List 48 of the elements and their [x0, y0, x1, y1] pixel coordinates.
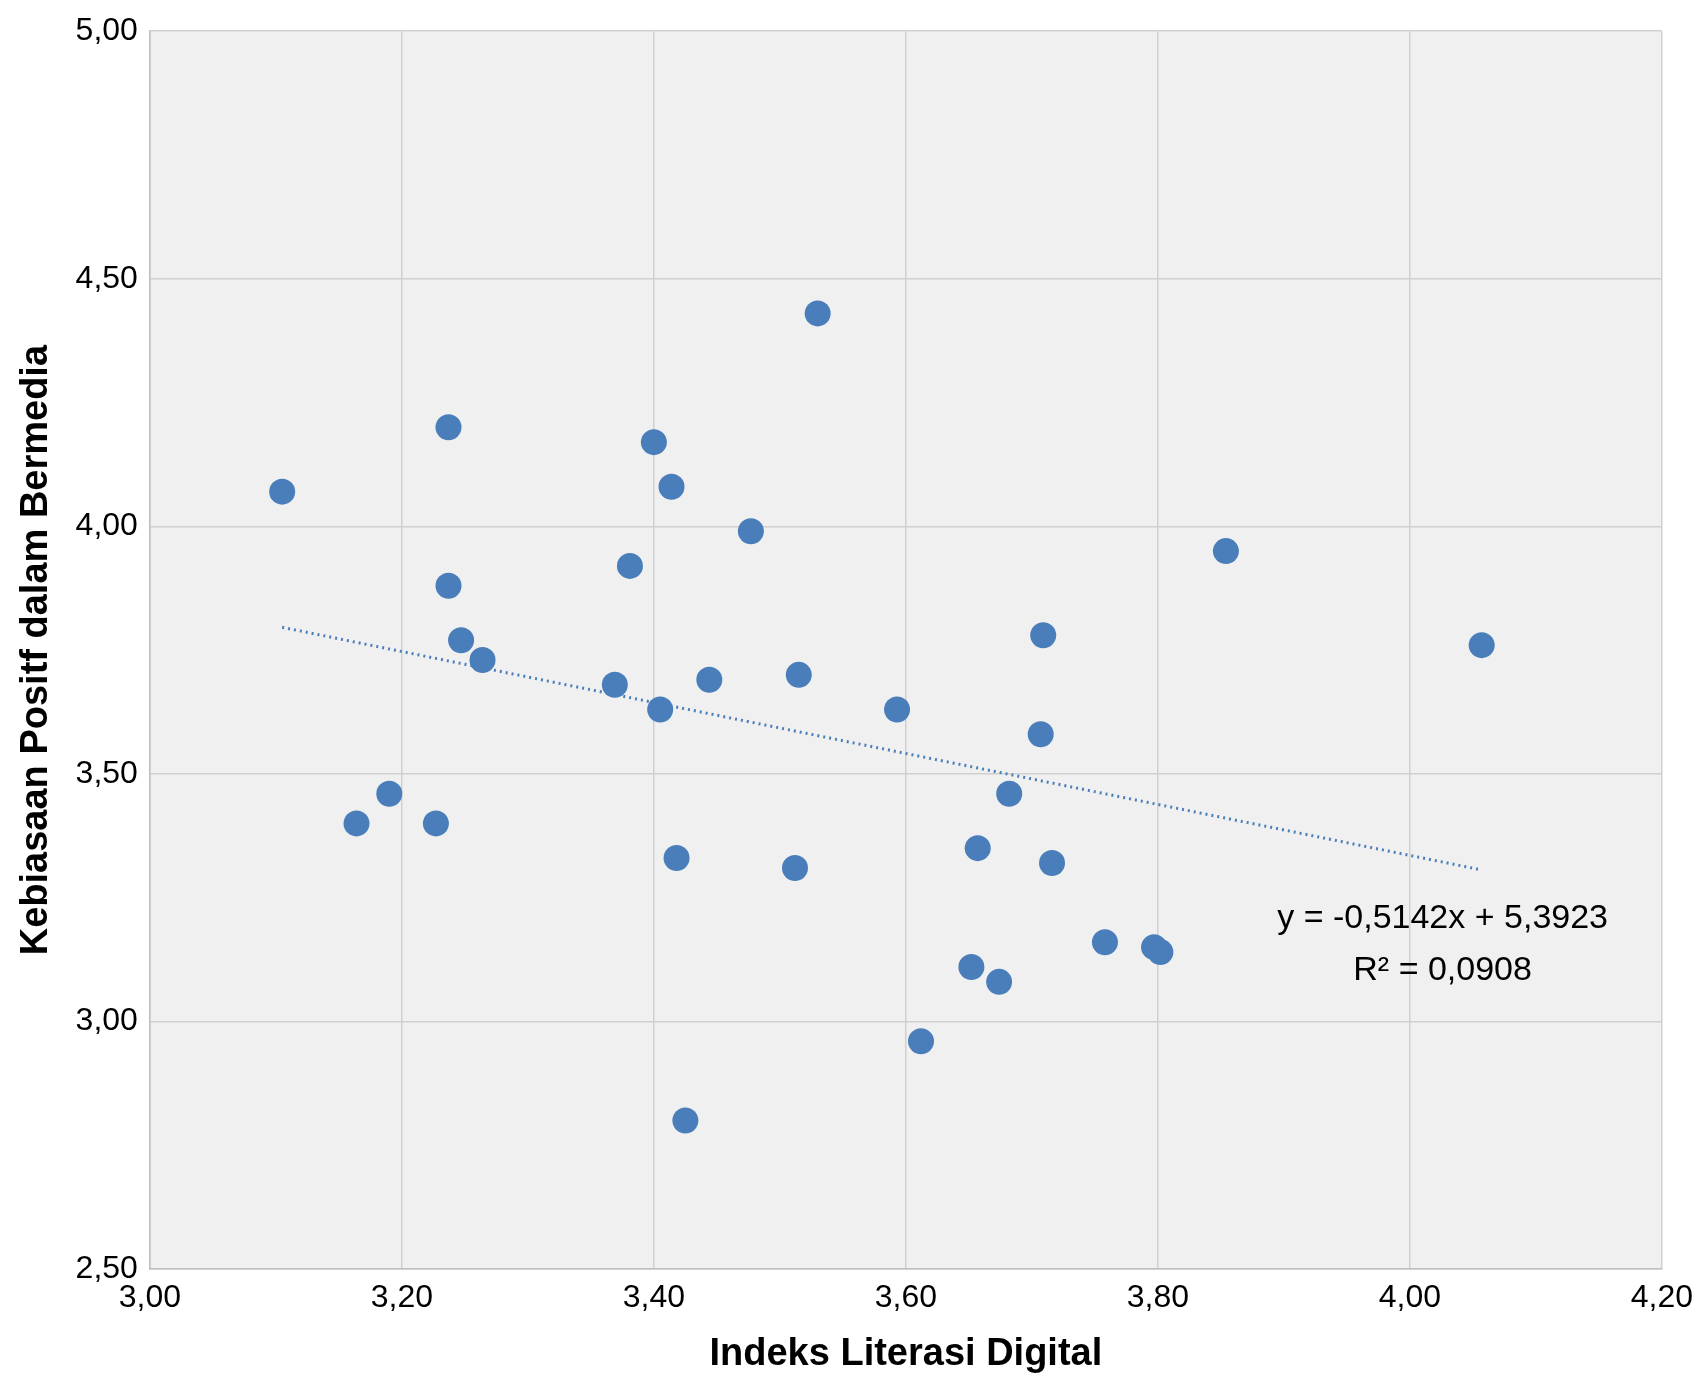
point — [1027, 721, 1054, 748]
point — [884, 696, 911, 723]
point — [663, 845, 690, 872]
point — [640, 429, 667, 456]
point — [672, 1107, 699, 1134]
x-tick-label: 4,00 — [1378, 1278, 1441, 1315]
y-tick-label: 5,00 — [75, 11, 138, 48]
point — [696, 666, 723, 693]
point — [601, 671, 628, 698]
point — [343, 810, 370, 837]
point — [269, 478, 296, 505]
x-tick-label: 3,80 — [1126, 1278, 1190, 1315]
point — [804, 300, 831, 327]
point — [964, 835, 991, 862]
point — [1039, 850, 1066, 876]
annotation: y = -0,5142x + 5,3923 — [1277, 897, 1609, 936]
point — [781, 854, 808, 881]
x-axis-title: Indeks Literasi Digital — [709, 1330, 1103, 1373]
annotation: R² = 0,0908 — [1353, 949, 1532, 988]
point — [422, 810, 449, 837]
y-tick-label: 4,00 — [75, 506, 138, 543]
x-tick-label: 4,20 — [1630, 1278, 1693, 1315]
point — [1091, 929, 1118, 956]
x-tick-label: 3,40 — [622, 1278, 686, 1315]
point — [469, 647, 496, 673]
point — [737, 518, 764, 545]
x-tick-label: 3,60 — [874, 1278, 938, 1315]
point — [907, 1028, 934, 1055]
point — [986, 968, 1013, 995]
point — [435, 572, 462, 599]
y-tick-label: 4,50 — [75, 258, 138, 295]
x-tick-label: 3,20 — [370, 1278, 434, 1315]
point — [1212, 538, 1239, 565]
point — [435, 414, 462, 441]
point — [996, 780, 1023, 807]
point — [616, 552, 643, 579]
y-tick-label: 3,50 — [75, 753, 138, 790]
point — [1147, 939, 1174, 966]
point — [647, 696, 674, 723]
y-axis-title: Kebiasaan Positf dalam Bermedia — [13, 344, 56, 956]
point — [958, 953, 985, 980]
point — [785, 661, 812, 688]
point — [448, 627, 475, 654]
point — [1030, 622, 1057, 649]
point — [376, 780, 403, 807]
y-tick-label: 3,00 — [75, 1001, 138, 1038]
point — [1468, 632, 1495, 659]
point — [658, 473, 685, 500]
